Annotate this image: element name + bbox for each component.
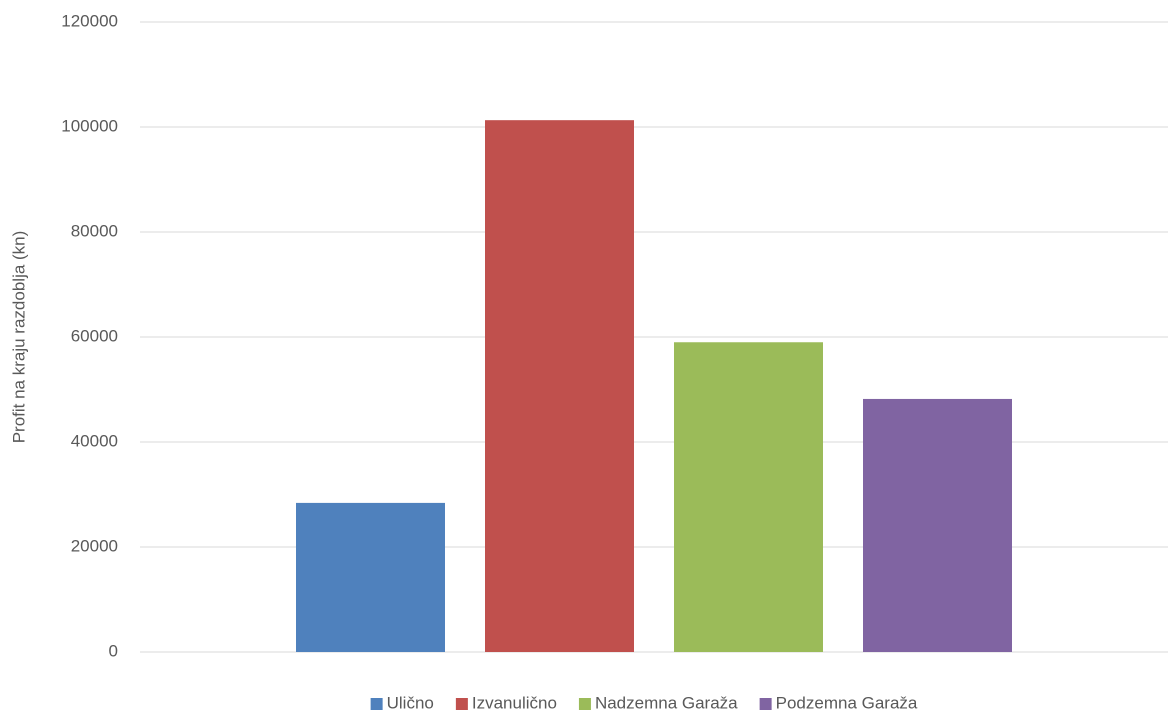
- legend-swatch: [455, 698, 468, 710]
- legend-label: Ulično: [387, 693, 434, 712]
- bar: [863, 398, 1012, 652]
- legend-label: Nadzemna Garaža: [595, 693, 738, 712]
- y-tick-label: 60000: [71, 326, 118, 345]
- y-axis-label: Profit na kraju razdoblja (kn): [9, 231, 28, 444]
- legend-swatch: [578, 698, 591, 710]
- legend-label: Izvanulično: [472, 693, 557, 712]
- legend-swatch: [370, 698, 383, 710]
- y-tick-label: 120000: [61, 11, 118, 30]
- y-tick-label: 40000: [71, 431, 118, 450]
- y-tick-label: 0: [109, 641, 118, 660]
- bar: [485, 120, 634, 653]
- bar: [674, 342, 823, 652]
- y-tick-label: 20000: [71, 536, 118, 555]
- y-tick-label: 80000: [71, 221, 118, 240]
- bar: [296, 502, 445, 652]
- legend-label: Podzemna Garaža: [776, 693, 918, 712]
- legend-swatch: [759, 698, 772, 710]
- y-tick-label: 100000: [61, 116, 118, 135]
